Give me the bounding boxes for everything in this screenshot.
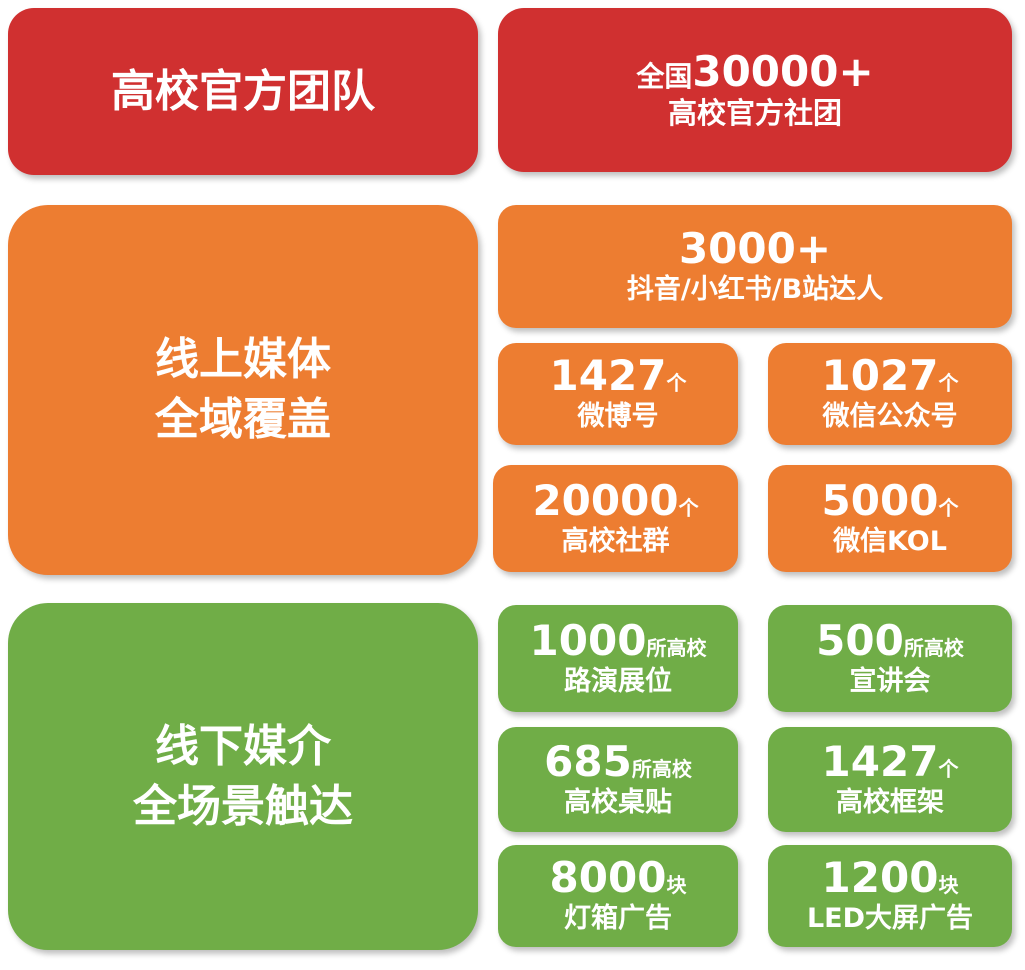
online-stat-card: 5000个 微信KOL bbox=[768, 465, 1012, 572]
stat-label: 灯箱广告 bbox=[564, 903, 672, 934]
stat-number: 8000 bbox=[549, 853, 667, 902]
team-stat-prefix: 全国 bbox=[636, 60, 693, 93]
stat-unit: 个 bbox=[678, 495, 699, 520]
team-stat-number: 30000+ bbox=[692, 47, 874, 96]
online-stat-card: 1427个 微博号 bbox=[498, 343, 738, 445]
offline-stat-card: 685所高校 高校桌贴 bbox=[498, 727, 738, 832]
offline-title-line2: 全场景触达 bbox=[133, 780, 353, 832]
team-stat-line: 全国30000+ bbox=[636, 49, 873, 95]
online-stat-card: 20000个 高校社群 bbox=[493, 465, 738, 572]
team-title: 高校官方团队 bbox=[111, 65, 375, 117]
offline-title-line1: 线下媒介 bbox=[155, 720, 331, 772]
stat-unit: 个 bbox=[938, 495, 959, 520]
online-title-line1: 线上媒体 bbox=[155, 334, 331, 385]
stat-label: 微信公众号 bbox=[822, 401, 958, 432]
stat-number: 1200 bbox=[821, 853, 939, 902]
stat-label: 宣讲会 bbox=[849, 665, 931, 697]
online-title-line2: 全域覆盖 bbox=[155, 394, 331, 445]
team-title-card: 高校官方团队 bbox=[8, 8, 478, 175]
online-stat-card: 1027个 微信公众号 bbox=[768, 343, 1012, 445]
stat-unit: 个 bbox=[666, 371, 687, 395]
stat-unit: 所高校 bbox=[903, 635, 964, 660]
stat-label: 微信KOL bbox=[833, 525, 947, 557]
offline-stat-card: 8000块 灯箱广告 bbox=[498, 845, 738, 947]
stat-number: 685 bbox=[544, 736, 632, 786]
stat-label: 高校框架 bbox=[836, 786, 944, 818]
stat-label: 高校桌贴 bbox=[564, 786, 672, 818]
influencer-number: 3000+ bbox=[678, 223, 832, 273]
stat-unit: 所高校 bbox=[646, 635, 707, 660]
stat-number: 20000 bbox=[532, 475, 679, 525]
offline-title-card: 线下媒介 全场景触达 bbox=[8, 603, 478, 950]
offline-stat-card: 1200块 LED大屏广告 bbox=[768, 845, 1012, 947]
stat-number: 1427 bbox=[821, 736, 939, 786]
offline-stat-card: 1000所高校 路演展位 bbox=[498, 605, 738, 712]
team-stat-label: 高校官方社团 bbox=[667, 96, 842, 130]
offline-stat-card: 1427个 高校框架 bbox=[768, 727, 1012, 832]
influencer-card: 3000+ 抖音/小红书/B站达人 bbox=[498, 205, 1012, 328]
stat-unit: 所高校 bbox=[631, 756, 692, 781]
stat-label: 高校社群 bbox=[561, 525, 670, 557]
online-title-card: 线上媒体 全域覆盖 bbox=[8, 205, 478, 575]
stat-number: 1427 bbox=[549, 351, 667, 400]
stat-unit: 个 bbox=[938, 756, 959, 781]
stat-label: LED大屏广告 bbox=[806, 903, 974, 934]
influencer-label: 抖音/小红书/B站达人 bbox=[626, 273, 884, 305]
stat-unit: 个 bbox=[938, 371, 959, 395]
stat-label: 微博号 bbox=[577, 401, 659, 432]
stat-number: 500 bbox=[816, 615, 904, 665]
stat-number: 1027 bbox=[821, 351, 939, 400]
stat-label: 路演展位 bbox=[564, 665, 672, 697]
offline-stat-card: 500所高校 宣讲会 bbox=[768, 605, 1012, 712]
stat-unit: 块 bbox=[666, 873, 687, 897]
team-stat-card: 全国30000+ 高校官方社团 bbox=[498, 8, 1012, 172]
stat-number: 5000 bbox=[821, 475, 939, 525]
stat-number: 1000 bbox=[529, 615, 647, 665]
stat-unit: 块 bbox=[938, 873, 959, 897]
